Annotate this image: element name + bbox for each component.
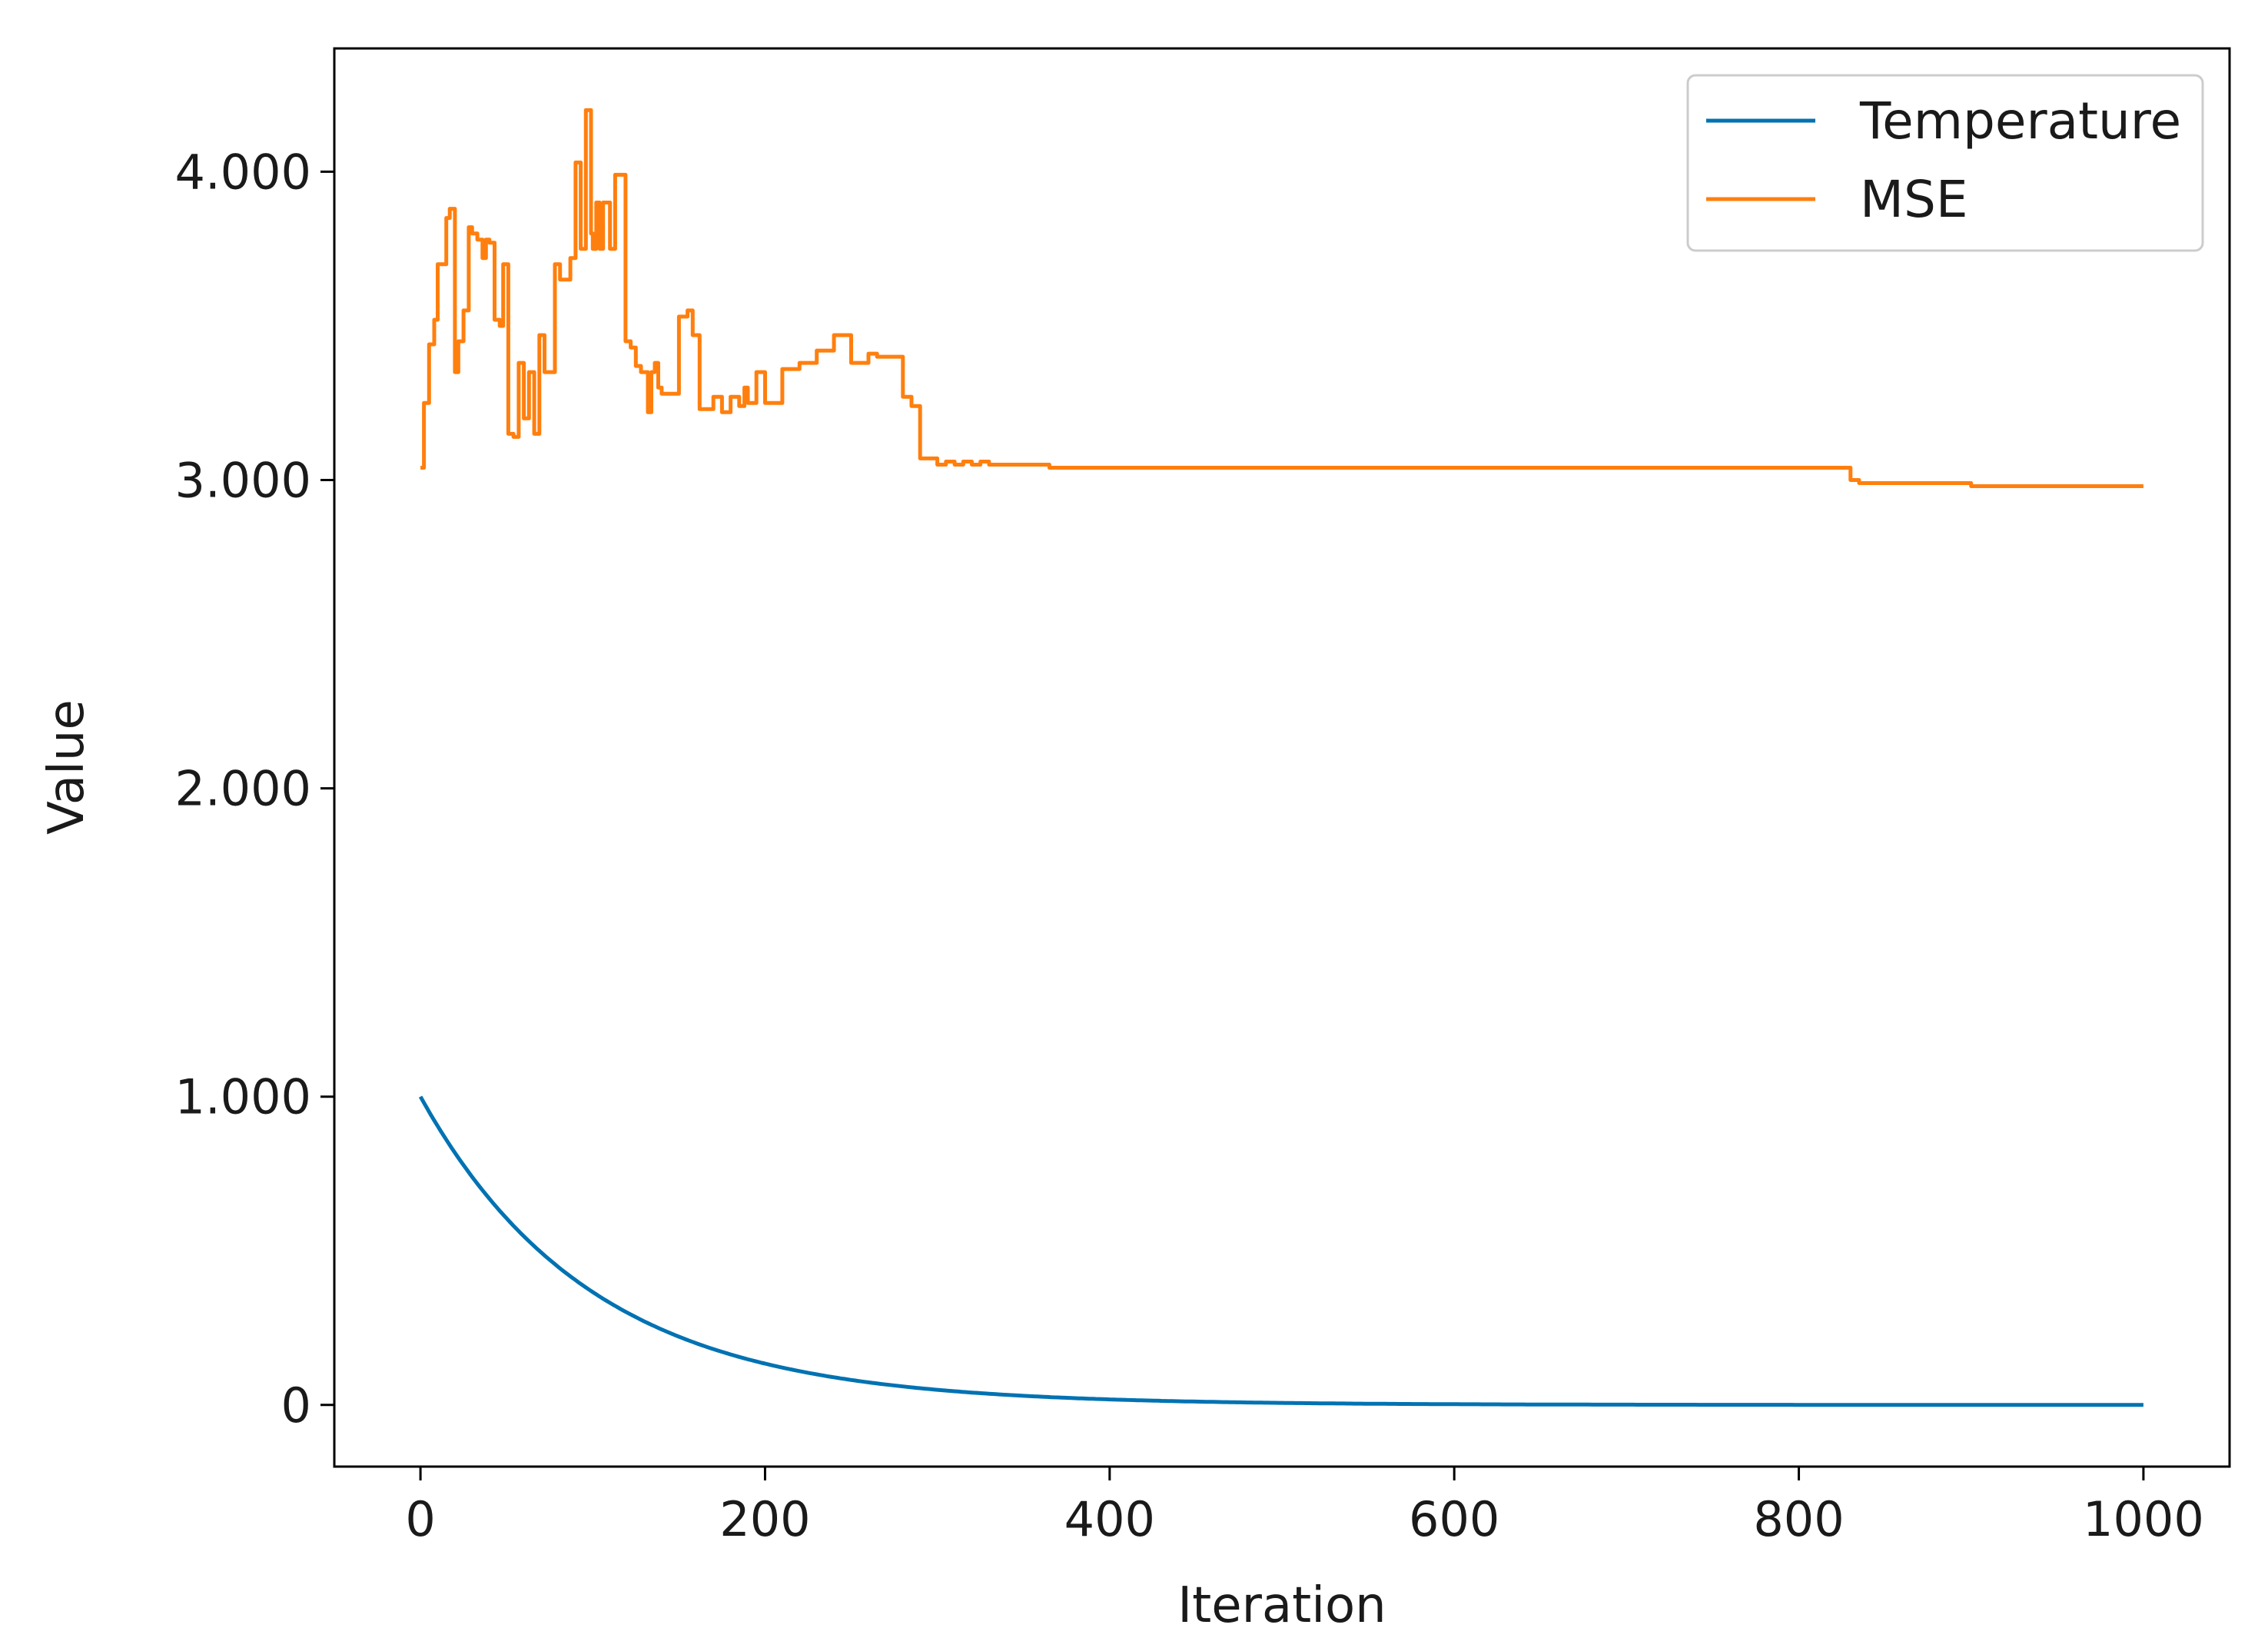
x-tick-label: 400 bbox=[1064, 1491, 1155, 1547]
series-layer bbox=[418, 108, 2143, 1407]
y-tick-label: 2.000 bbox=[175, 761, 312, 817]
series-line-mse bbox=[420, 108, 2143, 488]
plot-frame bbox=[333, 47, 2231, 1468]
x-tick-label: 0 bbox=[405, 1491, 435, 1547]
legend: Temperature MSE bbox=[1686, 74, 2204, 252]
series-line-temperature bbox=[418, 1095, 2143, 1407]
y-tick-label: 0 bbox=[281, 1377, 311, 1434]
x-tick-label: 800 bbox=[1753, 1491, 1844, 1547]
y-tick-label: 1.000 bbox=[175, 1069, 312, 1125]
legend-mse-label: MSE bbox=[1860, 170, 1968, 229]
legend-box bbox=[1686, 74, 2204, 252]
x-tick-label: 200 bbox=[719, 1491, 810, 1547]
y-tick-label: 4.000 bbox=[175, 144, 312, 200]
x-axis-title: Iteration bbox=[1177, 1577, 1386, 1634]
x-tick-label: 1000 bbox=[2083, 1491, 2204, 1547]
x-axis: 0 200 400 600 800 1000 bbox=[405, 1467, 2204, 1547]
y-axis-title: Value bbox=[38, 699, 95, 835]
y-tick-label: 3.000 bbox=[175, 453, 312, 509]
x-tick-label: 600 bbox=[1409, 1491, 1499, 1547]
legend-temperature-label: Temperature bbox=[1859, 91, 2181, 151]
y-axis: 0 1.000 2.000 3.000 4.000 bbox=[175, 144, 334, 1434]
